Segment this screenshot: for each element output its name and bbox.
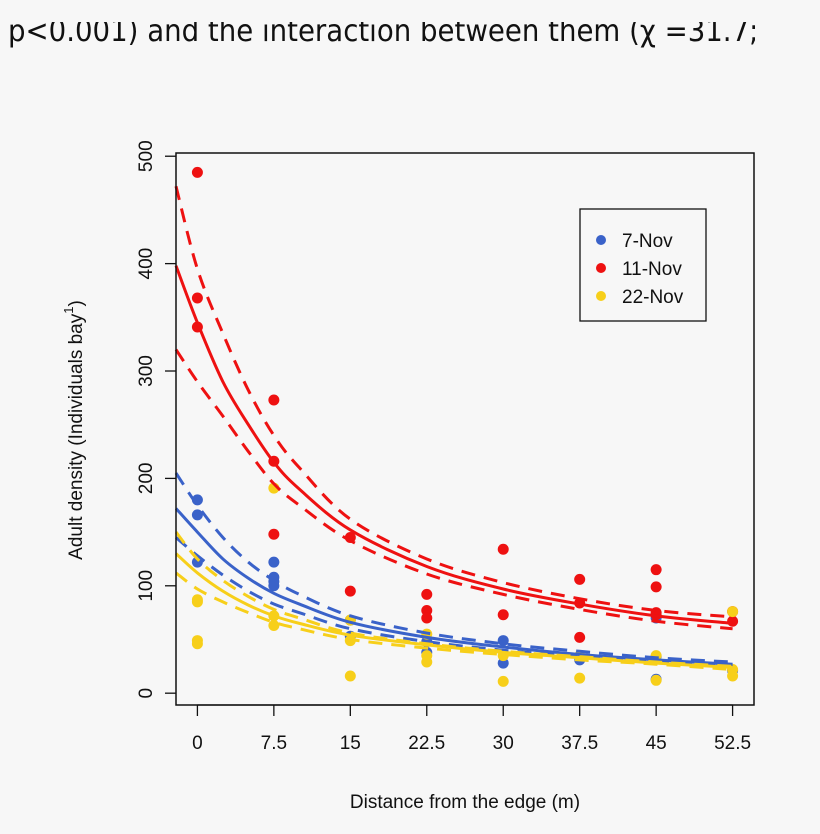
legend: 7-Nov 11-Nov 22-Nov: [579, 208, 707, 322]
data-point-22-Nov: [344, 670, 356, 682]
caption-text: p<0.001) and the interaction between the…: [8, 22, 755, 58]
data-point-11-Nov: [497, 609, 509, 621]
x-tick-label: 7.5: [261, 733, 287, 754]
legend-label: 11-Nov: [622, 259, 682, 280]
y-tick-label-group: 400: [136, 248, 157, 280]
y-tick-label: 300: [136, 355, 157, 387]
y-axis-label-sup: 1: [61, 307, 76, 314]
fit-upper-11-Nov: [174, 185, 733, 619]
x-axis-label: Distance from the edge (m): [350, 792, 580, 813]
legend-marker-11-Nov: [596, 263, 606, 273]
data-point-11-Nov: [574, 573, 586, 585]
fit-upper-7-Nov: [174, 472, 733, 664]
data-point-11-Nov: [421, 612, 433, 624]
data-point-11-Nov: [727, 615, 739, 627]
y-axis-label-group: Adult density (Individuals bay1): [61, 300, 87, 560]
y-tick-label-group: 100: [136, 570, 157, 602]
data-point-11-Nov: [191, 292, 203, 304]
fit-lower-22-Nov: [175, 571, 733, 672]
x-tick-label: 22.5: [408, 733, 445, 754]
data-point-11-Nov: [421, 588, 433, 600]
fit-lower-11-Nov: [174, 348, 733, 631]
data-point-22-Nov: [727, 670, 739, 682]
data-point-7-Nov: [191, 509, 203, 521]
x-tick-label: 52.5: [714, 733, 751, 754]
data-point-11-Nov: [191, 166, 203, 178]
y-axis-label: Adult density (Individuals bay: [66, 313, 87, 560]
data-point-22-Nov: [191, 596, 203, 608]
y-tick-label: 400: [136, 248, 157, 280]
y-tick-label-group: 200: [136, 463, 157, 495]
data-point-11-Nov: [268, 394, 280, 406]
x-tick-label: 37.5: [561, 733, 598, 754]
axes: 0 7.5 15 22.5 30 37.5 45 52.5 0 100 200 300 400 500: [136, 140, 751, 754]
x-tick-label: 30: [493, 733, 514, 754]
data-point-22-Nov: [574, 672, 586, 684]
y-tick-label: 0: [136, 688, 157, 699]
plot-marks: [174, 166, 739, 687]
data-point-11-Nov: [268, 528, 280, 540]
data-point-22-Nov: [191, 638, 203, 650]
fit-line-7-Nov: [174, 507, 733, 666]
y-tick-label: 500: [136, 140, 157, 172]
data-point-11-Nov: [574, 631, 586, 643]
data-point-22-Nov: [268, 620, 280, 632]
data-point-11-Nov: [344, 585, 356, 597]
data-point-22-Nov: [421, 656, 433, 668]
legend-marker-22-Nov: [596, 291, 606, 301]
y-tick-label-group: 500: [136, 140, 157, 172]
data-point-22-Nov: [497, 675, 509, 687]
fit-line-11-Nov: [174, 265, 733, 625]
data-point-7-Nov: [268, 556, 280, 568]
y-tick-label: 100: [136, 570, 157, 602]
data-point-22-Nov: [727, 606, 739, 618]
x-tick-label: 15: [340, 733, 361, 754]
y-axis-label-close: ): [66, 300, 87, 306]
caption-line: p<0.001) and the interaction between the…: [8, 22, 756, 49]
legend-marker-7-Nov: [596, 235, 606, 245]
y-tick-label-group: 300: [136, 355, 157, 387]
data-point-7-Nov: [497, 635, 509, 647]
x-tick-label: 45: [646, 733, 667, 754]
y-tick-label-group: 0: [136, 688, 157, 699]
data-point-22-Nov: [650, 674, 662, 686]
legend-label: 22-Nov: [622, 287, 684, 308]
data-point-11-Nov: [650, 564, 662, 576]
data-point-7-Nov: [497, 657, 509, 669]
data-point-11-Nov: [421, 604, 433, 616]
y-tick-label: 200: [136, 463, 157, 495]
fit-line-22-Nov: [174, 552, 733, 669]
legend-label: 7-Nov: [622, 231, 673, 252]
fit-upper-22-Nov: [174, 531, 733, 668]
x-tick-label: 0: [192, 733, 203, 754]
data-point-11-Nov: [497, 543, 509, 555]
data-point-11-Nov: [650, 581, 662, 593]
svg-text:Adult density (Individuals bay: Adult density (Individuals bay1): [61, 300, 87, 560]
